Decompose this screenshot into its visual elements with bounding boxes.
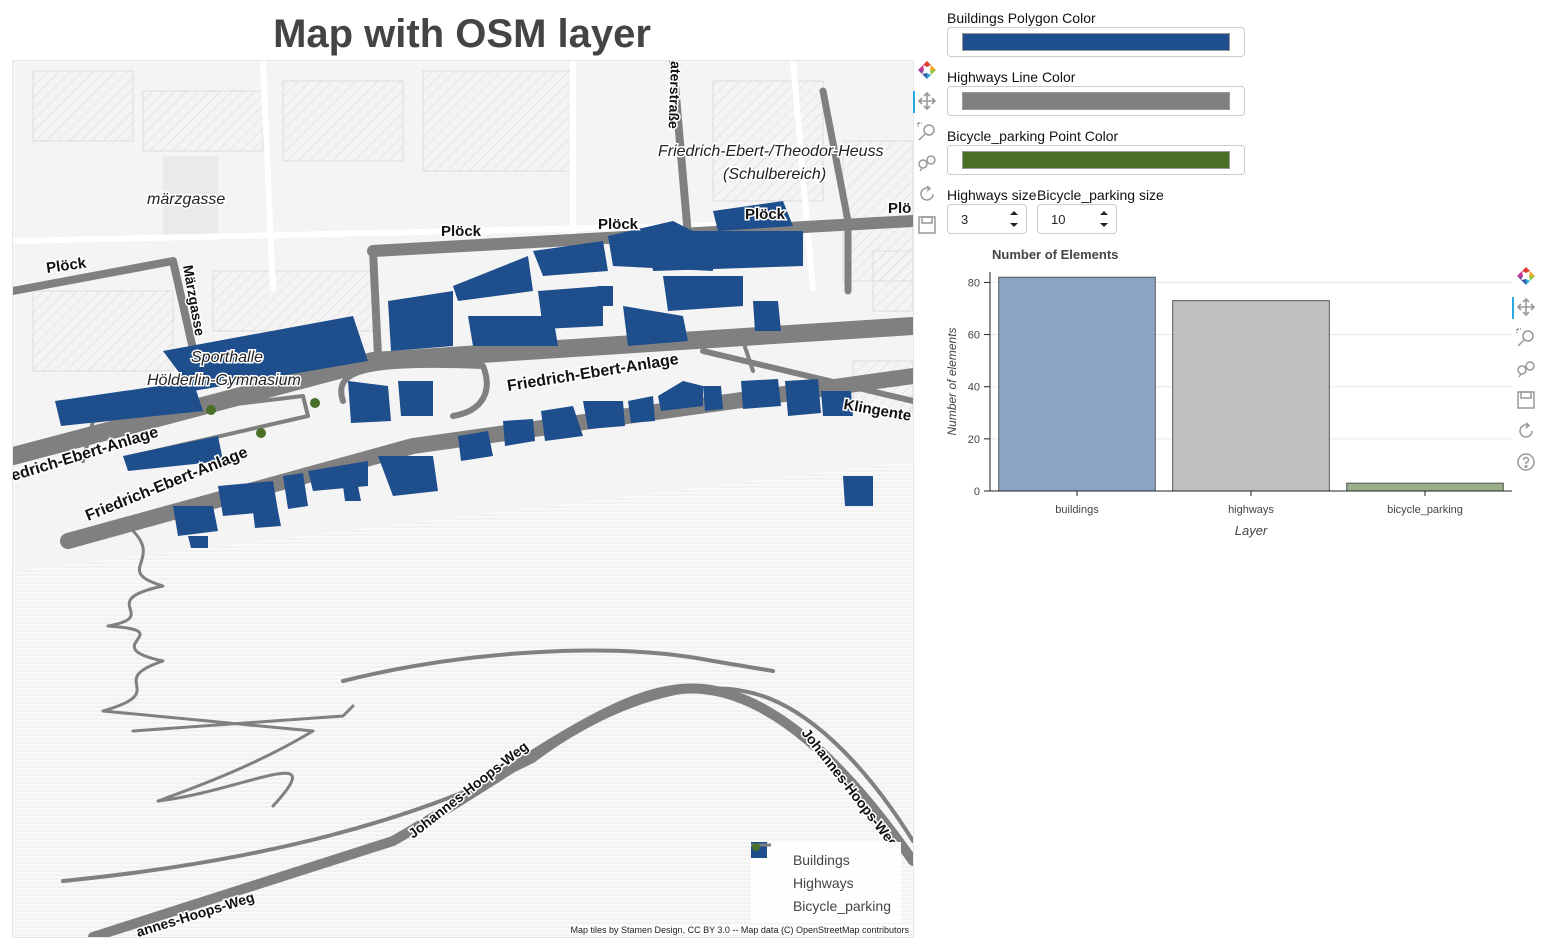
- map-attribution: Map tiles by Stamen Design, CC BY 3.0 --…: [568, 925, 911, 935]
- poi-labels: märzgasse Friedrich-Ebert-/Theodor-Heuss…: [146, 142, 886, 391]
- spinner-up-icon[interactable]: [1008, 207, 1020, 219]
- y-axis-label: Number of elements: [945, 327, 959, 435]
- bicycle-size-value: 10: [1051, 212, 1066, 227]
- spinner-up-icon[interactable]: [1098, 207, 1110, 219]
- label-sporthalle: Sporthalle: [191, 349, 263, 366]
- label-hoelderlin: Hölderlin-Gymnasium: [147, 372, 301, 389]
- legend-item-buildings[interactable]: Buildings: [750, 842, 891, 871]
- bicycle-size-input[interactable]: 10: [1037, 204, 1117, 234]
- box-zoom-icon[interactable]: [917, 122, 939, 144]
- bokeh-logo-icon[interactable]: [1516, 266, 1538, 288]
- y-tick-label: 20: [968, 434, 980, 446]
- wheel-zoom-icon[interactable]: [917, 153, 939, 175]
- reset-icon[interactable]: [917, 184, 939, 206]
- spinner-down-icon[interactable]: [1008, 219, 1020, 231]
- buildings-color-picker[interactable]: [947, 27, 1245, 57]
- pan-icon[interactable]: [1512, 297, 1538, 319]
- label-plock-5: Plö: [888, 200, 911, 217]
- y-tick-label: 0: [974, 486, 980, 498]
- legend-label: Bicycle_parking: [792, 897, 891, 914]
- buildings-color-label: Buildings Polygon Color: [947, 10, 1096, 26]
- map-canvas[interactable]: Plöck Plöck Plöck Plöck Plö Märzgasse at…: [12, 60, 914, 938]
- highways-size-input[interactable]: 3: [947, 204, 1027, 234]
- spinner-down-icon[interactable]: [1098, 219, 1110, 231]
- reset-icon[interactable]: [1516, 421, 1538, 443]
- save-icon[interactable]: [1516, 390, 1538, 412]
- box-zoom-icon[interactable]: [1516, 328, 1538, 350]
- bar-chart-svg: 0 20 40 60 80 buildings highways bicycle_parkin…: [945, 272, 1512, 538]
- help-icon[interactable]: [1516, 452, 1538, 474]
- label-plock-2: Plöck: [441, 223, 482, 240]
- building-polygons: [55, 201, 873, 548]
- y-tick-label: 40: [968, 382, 980, 394]
- legend-item-bicycle-parking[interactable]: Bicycle_parking: [751, 843, 891, 917]
- legend-label: Highways: [792, 874, 854, 891]
- x-tick-label-buildings: buildings: [1055, 504, 1099, 516]
- bicycle-size-label: Bicycle_parking size: [1037, 187, 1164, 203]
- pan-icon[interactable]: [913, 91, 939, 113]
- x-tick-label-highways: highways: [1228, 504, 1274, 516]
- map-svg: Plöck Plöck Plöck Plöck Plö Märzgasse at…: [13, 61, 913, 937]
- legend-item-highways[interactable]: Highways: [750, 843, 891, 894]
- map-legend[interactable]: Buildings Highways Bicycle_parking: [750, 842, 901, 923]
- label-marzgasse-area: märzgasse: [147, 191, 225, 208]
- label-plock-3: Plöck: [598, 216, 639, 233]
- legend-label: Buildings: [792, 851, 850, 868]
- label-schulbereich: (Schulbereich): [723, 166, 826, 183]
- x-tick-label-bicycle_parking: bicycle_parking: [1387, 504, 1463, 516]
- bar-chart[interactable]: 0 20 40 60 80 buildings highways bicycle_parkin…: [940, 262, 1515, 552]
- map-title: Map with OSM layer: [273, 12, 651, 56]
- chart-toolbar: [1512, 266, 1540, 483]
- landuse-blocks: [32, 70, 913, 412]
- bar-highways: [1172, 300, 1330, 492]
- y-tick-label: 80: [968, 277, 980, 289]
- highways-color-picker[interactable]: [947, 86, 1245, 116]
- bicycle-parking-points: [206, 398, 320, 438]
- chart-title: Number of Elements: [992, 247, 1119, 262]
- save-icon[interactable]: [917, 215, 939, 237]
- buildings-color-swatch: [962, 33, 1230, 51]
- map-toolbar: [913, 60, 941, 246]
- bicycle-color-swatch: [962, 151, 1230, 169]
- label-fe-theodor: Friedrich-Ebert-/Theodor-Heuss: [658, 143, 884, 160]
- bokeh-logo-icon[interactable]: [917, 60, 939, 82]
- bar-bicycle_parking: [1346, 482, 1504, 492]
- highways-color-swatch: [962, 92, 1230, 110]
- highways-size-label: Highways size: [947, 187, 1037, 203]
- highways-color-label: Highways Line Color: [947, 69, 1076, 85]
- park-area: [163, 156, 218, 236]
- label-plock-4: Plöck: [745, 206, 786, 223]
- wheel-zoom-icon[interactable]: [1516, 359, 1538, 381]
- x-axis-label: Layer: [1235, 523, 1268, 538]
- highways-size-value: 3: [961, 212, 969, 227]
- bicycle-color-picker[interactable]: [947, 145, 1245, 175]
- bicycle-color-label: Bicycle_parking Point Color: [947, 128, 1119, 144]
- y-tick-label: 60: [968, 330, 980, 342]
- label-theaterstrasse: aterstraße: [666, 61, 684, 129]
- bar-buildings: [998, 276, 1156, 492]
